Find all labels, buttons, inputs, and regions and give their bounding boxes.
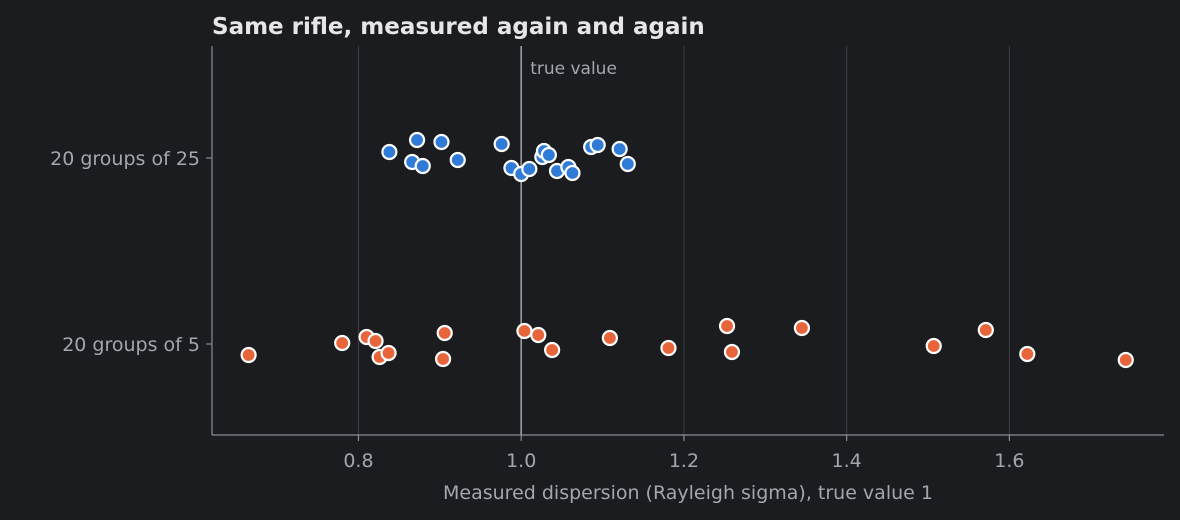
chart-title: Same rifle, measured again and again [212,14,705,40]
point-groups-of-25 [381,143,398,161]
x-tick-label: 1.6 [994,450,1024,472]
y-tick-label: 20 groups of 25 [50,148,200,170]
point-groups-of-25 [414,157,431,175]
point-groups-of-5 [240,346,257,364]
point-groups-of-5 [516,322,533,340]
axes: 0.8 1.0 1.2 1.4 1.6 20 groups of 25 20 groups … [50,46,1164,472]
point-groups-of-5 [334,334,351,352]
point-groups-of-5 [601,329,618,347]
x-tick-label: 1.2 [669,450,699,472]
y-tick-label: 20 groups of 5 [62,334,200,356]
point-groups-of-25 [540,146,557,164]
x-tick-label: 0.8 [343,450,373,472]
point-groups-of-5 [436,324,453,342]
point-groups-of-5 [367,332,384,350]
point-groups-of-25 [611,140,628,158]
point-groups-of-5 [718,317,736,335]
x-tick-label: 1.4 [832,450,862,472]
point-groups-of-5 [1117,351,1134,369]
point-groups-of-5 [380,344,397,362]
point-groups-of-5 [723,343,741,361]
point-groups-of-25 [589,136,606,154]
x-axis-label: Measured dispersion (Rayleigh sigma), tr… [443,482,933,504]
point-groups-of-5 [530,326,547,344]
point-groups-of-25 [521,160,538,178]
point-groups-of-5 [544,341,561,359]
gridlines [357,46,1010,435]
point-groups-of-25 [564,164,581,182]
point-groups-of-25 [449,151,466,169]
point-groups-of-25 [408,131,426,149]
point-groups-of-5 [660,339,677,357]
true-value-annotation: true value [530,59,617,79]
point-groups-of-25 [619,155,636,173]
point-groups-of-25 [433,133,450,151]
point-groups-of-5 [925,337,942,355]
point-groups-of-5 [1019,345,1036,363]
point-groups-of-25 [493,135,510,153]
x-tick-label: 1.0 [506,450,536,472]
data-points [240,131,1134,369]
point-groups-of-5 [434,350,452,368]
point-groups-of-5 [793,319,811,337]
point-groups-of-5 [977,321,994,339]
reference-line-group: true value [520,46,617,435]
